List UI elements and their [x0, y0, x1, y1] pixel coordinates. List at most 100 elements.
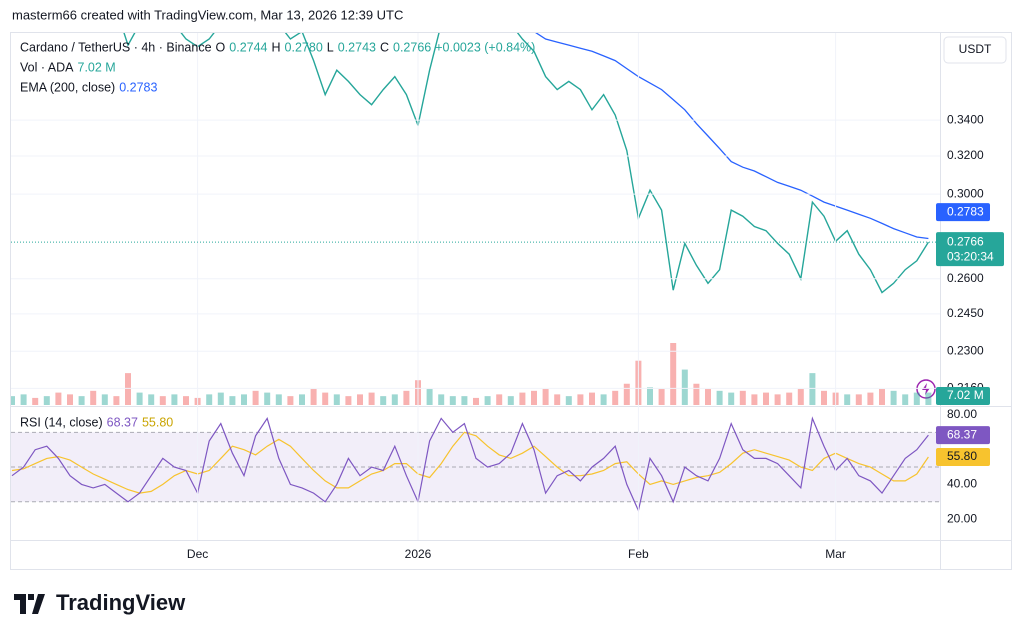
ohlc-value: 0.2780	[285, 40, 323, 54]
volume-bar	[844, 394, 851, 405]
volume-bar	[647, 387, 653, 405]
volume-bar	[148, 394, 155, 405]
volume-bar	[380, 396, 387, 405]
x-tick-label: Dec	[187, 547, 208, 561]
volume-bar	[287, 396, 294, 405]
legend-ema: EMA (200, close)	[20, 80, 115, 94]
volume-bar	[670, 343, 677, 405]
ohlc-label: H	[272, 40, 281, 54]
volume-bar	[902, 394, 909, 405]
price-line	[123, 33, 929, 294]
volume-bar	[751, 394, 758, 405]
header: masterm66 created with TradingView.com, …	[12, 7, 403, 22]
signal-label: 55.80	[947, 449, 977, 463]
volume-bar	[55, 392, 62, 405]
volume-bar	[368, 392, 375, 405]
y-tick-label: 0.3400	[947, 112, 984, 126]
volume-bar	[693, 383, 700, 405]
x-tick-label: 2026	[405, 547, 432, 561]
legend-volume: Vol · ADA	[20, 60, 74, 74]
rsi-pane	[11, 416, 940, 513]
volume-bar	[600, 394, 607, 405]
rsi-label: 68.37	[947, 427, 977, 441]
volume-bar	[763, 392, 769, 405]
price-label: 0.2766	[947, 234, 984, 248]
y-tick-label: 0.2300	[947, 343, 984, 357]
legend-title: Cardano / TetherUS · 4h · Binance	[20, 40, 212, 54]
volume-bar	[705, 389, 711, 405]
rsi-label-box	[936, 426, 990, 445]
volume-bar	[925, 392, 932, 405]
volume-bar	[519, 392, 526, 405]
footer-logo: TradingView	[56, 590, 186, 615]
rsi-tick-label: 20.00	[947, 511, 977, 525]
y-tick-label: 0.2600	[947, 271, 984, 285]
volume-bar	[333, 394, 340, 405]
volume-bar	[391, 394, 398, 405]
volume-bar	[217, 392, 224, 405]
currency[interactable]: USDT	[959, 42, 992, 56]
frame	[10, 32, 1012, 570]
volume-bar	[484, 396, 491, 405]
volume-bar	[438, 394, 445, 405]
currency-button[interactable]	[943, 36, 1007, 64]
legend-signal-value: 55.80	[142, 415, 173, 429]
legend-volume-value: 7.02 M	[78, 60, 116, 74]
volume-bar	[264, 392, 271, 405]
volume-bar	[565, 396, 572, 405]
ohlc-label: O	[216, 40, 226, 54]
volume-bar	[159, 396, 166, 405]
rsi-tick-label: 40.00	[947, 477, 977, 491]
volume-bar	[681, 369, 688, 405]
volume-bar	[299, 394, 305, 405]
volume-bar	[67, 394, 73, 405]
volume-bar	[32, 397, 39, 405]
legend-rsi: RSI (14, close)	[20, 415, 103, 429]
volume-label-box	[936, 387, 990, 405]
volume-bar	[786, 392, 793, 405]
volume-bar	[577, 394, 584, 405]
volume-bar	[658, 389, 665, 405]
volume-bar	[125, 373, 131, 405]
volume-bar	[229, 396, 236, 405]
volume-bar	[241, 394, 247, 405]
volume-bar	[322, 392, 329, 405]
volume-bar	[101, 394, 108, 405]
volume-bar	[43, 396, 50, 405]
price-change: +0.0023 (+0.84%)	[435, 40, 535, 54]
volume-bar	[310, 389, 317, 405]
volume-bar	[890, 390, 897, 405]
x-tick-label: Mar	[825, 547, 846, 561]
rsi-line	[11, 416, 929, 513]
alert-icon-bolt	[922, 383, 930, 395]
y-tick-label: 0.3200	[947, 148, 984, 162]
volume-bar	[855, 394, 862, 405]
ohlc-value: 0.2766	[393, 40, 431, 54]
ohlc-value: 0.2744	[229, 40, 267, 54]
x-tick-label: Feb	[628, 547, 649, 561]
volume-bar	[90, 390, 97, 405]
price-label-box	[936, 232, 1004, 267]
volume-bar	[136, 392, 143, 405]
volume-bar	[357, 394, 363, 405]
y-tick-label: 0.2450	[947, 306, 984, 320]
countdown: 03:20:34	[947, 249, 994, 263]
volume-bar	[403, 390, 410, 405]
volume-bar	[449, 396, 456, 405]
volume-bar	[531, 390, 537, 405]
volume-bar	[913, 392, 920, 405]
ema-label-box	[936, 203, 990, 222]
y-tick-label: 0.3000	[947, 186, 984, 200]
volume-bar	[507, 396, 514, 405]
volume-bar	[206, 394, 213, 405]
rsi-tick-label: 80.00	[947, 407, 977, 421]
volume-bar	[183, 396, 189, 405]
volume-bar	[275, 394, 282, 405]
legend-rsi-value: 68.37	[107, 415, 138, 429]
ohlc-value: 0.2743	[338, 40, 376, 54]
volume-bar	[496, 394, 503, 405]
logo	[14, 594, 45, 614]
volume-bar	[11, 396, 15, 405]
volume-bar	[589, 392, 595, 405]
